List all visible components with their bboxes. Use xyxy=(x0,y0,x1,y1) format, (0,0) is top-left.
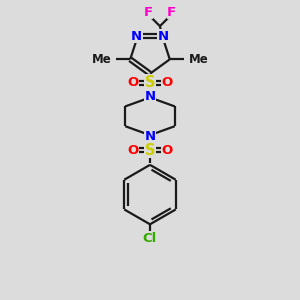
Text: S: S xyxy=(145,75,155,90)
Text: N: N xyxy=(131,30,142,43)
Text: O: O xyxy=(128,143,139,157)
Text: F: F xyxy=(143,6,153,19)
Text: O: O xyxy=(161,143,172,157)
Text: N: N xyxy=(144,130,156,142)
Text: N: N xyxy=(158,30,169,43)
Text: Me: Me xyxy=(189,53,208,66)
Text: O: O xyxy=(161,76,172,89)
Text: Cl: Cl xyxy=(143,232,157,245)
Text: Me: Me xyxy=(92,53,111,66)
Text: O: O xyxy=(128,76,139,89)
Text: S: S xyxy=(145,142,155,158)
Text: F: F xyxy=(167,6,176,19)
Text: N: N xyxy=(144,90,156,103)
